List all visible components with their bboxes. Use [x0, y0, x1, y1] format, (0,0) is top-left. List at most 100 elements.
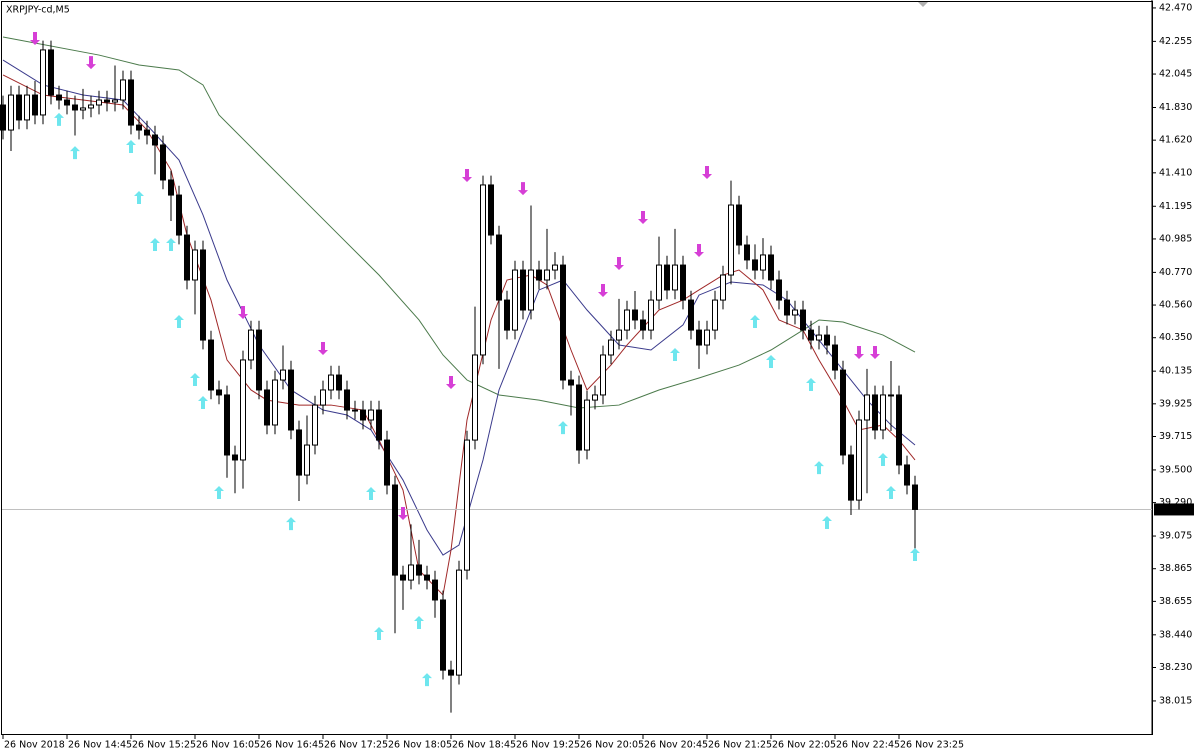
- x-tick-label: 26 Nov 18:05: [388, 740, 452, 751]
- down-arrow: [398, 507, 408, 521]
- candle-body: [896, 394, 902, 466]
- x-tick-label: 26 Nov 23:25: [900, 740, 964, 751]
- candle-body: [88, 104, 94, 109]
- candle-body: [728, 204, 734, 276]
- x-tick-label: 26 Nov 16:45: [260, 740, 324, 751]
- candle-body: [664, 264, 670, 291]
- candle-body: [272, 379, 278, 426]
- y-tick-label: 38.655: [1159, 596, 1192, 607]
- candle-body: [80, 107, 86, 111]
- candle-body: [8, 94, 14, 131]
- up-arrow: [174, 315, 184, 328]
- down-arrow: [86, 56, 96, 70]
- candle-body: [384, 439, 390, 486]
- up-arrow: [286, 517, 296, 531]
- candle-body: [736, 204, 742, 246]
- candle-body: [232, 454, 238, 461]
- candle-body: [32, 94, 38, 116]
- candle-body: [832, 344, 838, 371]
- x-tick-label: 26 Nov 2018: [4, 740, 65, 751]
- candle-body: [600, 354, 606, 396]
- candle-body: [256, 329, 262, 391]
- up-arrow: [886, 485, 896, 499]
- candle-body: [720, 274, 726, 301]
- up-arrow: [814, 461, 824, 475]
- y-tick-label: 40.770: [1159, 267, 1192, 278]
- candle-body: [392, 484, 398, 576]
- up-arrow: [806, 378, 816, 391]
- candle-body: [240, 359, 246, 461]
- down-arrow: [854, 346, 864, 360]
- down-arrow: [446, 376, 456, 390]
- candle-body: [448, 669, 454, 676]
- candle-body: [656, 264, 662, 301]
- y-tick-label: 40.350: [1159, 332, 1192, 343]
- candle-body: [912, 484, 918, 510]
- candle-body: [696, 329, 702, 346]
- candle-body: [792, 309, 798, 316]
- y-tick-label: 42.255: [1159, 36, 1192, 47]
- candle-body: [640, 319, 646, 331]
- candle-body: [512, 269, 518, 331]
- candle-body: [432, 579, 438, 601]
- candle-body: [352, 409, 358, 412]
- y-tick-label: 40.560: [1159, 300, 1192, 311]
- candle-body: [584, 399, 590, 451]
- candle-body: [144, 129, 150, 136]
- up-arrow: [822, 515, 832, 529]
- up-arrow: [54, 112, 64, 126]
- up-arrow: [750, 315, 760, 328]
- moving-average-line: [2, 36, 916, 409]
- candle-body: [136, 124, 142, 131]
- candle-body: [168, 179, 174, 196]
- candle-body: [528, 269, 534, 311]
- candle-body: [872, 394, 878, 431]
- y-tick-label: 38.865: [1159, 563, 1192, 574]
- candle-body: [280, 369, 286, 381]
- candle-body: [632, 309, 638, 321]
- candle-body: [864, 394, 870, 421]
- up-arrow: [134, 191, 144, 205]
- x-tick-label: 26 Nov 17:25: [324, 740, 388, 751]
- chart-title: XRPJPY-cd,M5: [6, 5, 70, 16]
- candle-body: [744, 244, 750, 261]
- down-arrow: [30, 31, 40, 45]
- candle-body: [520, 269, 526, 311]
- candle-body: [560, 264, 566, 381]
- candle-body: [760, 254, 766, 271]
- up-arrow: [70, 146, 80, 160]
- candle-body: [904, 464, 910, 486]
- down-arrow: [462, 169, 472, 182]
- candle-body: [752, 259, 758, 271]
- y-tick-label: 39.925: [1159, 398, 1192, 409]
- up-arrow: [198, 396, 208, 410]
- candle-body: [544, 269, 550, 281]
- candle-body: [200, 249, 206, 341]
- x-tick-label: 26 Nov 21:25: [708, 740, 772, 751]
- x-tick-label: 26 Nov 19:25: [516, 740, 580, 751]
- candle-body: [312, 404, 318, 446]
- candle-body: [800, 309, 806, 331]
- candle-body: [704, 329, 710, 346]
- candle-body: [672, 264, 678, 291]
- down-arrow: [518, 182, 528, 196]
- candle-body: [840, 369, 846, 456]
- up-arrow: [766, 354, 776, 368]
- down-arrow: [870, 346, 880, 360]
- up-arrow: [150, 238, 160, 251]
- y-tick-label: 38.015: [1159, 695, 1192, 706]
- candle-body: [616, 329, 622, 341]
- candle-body: [624, 309, 630, 331]
- x-tick-label: 26 Nov 20:45: [644, 740, 708, 751]
- candle-body: [472, 354, 478, 441]
- candle-body: [336, 374, 342, 391]
- candle-body: [680, 264, 686, 301]
- candle-body: [328, 374, 334, 391]
- up-arrow: [374, 627, 384, 641]
- candle-body: [248, 329, 254, 361]
- up-arrow: [190, 373, 200, 387]
- candle-body: [48, 49, 54, 96]
- y-tick-label: 39.500: [1159, 464, 1192, 475]
- candle-body: [592, 394, 598, 401]
- down-arrow: [238, 306, 248, 320]
